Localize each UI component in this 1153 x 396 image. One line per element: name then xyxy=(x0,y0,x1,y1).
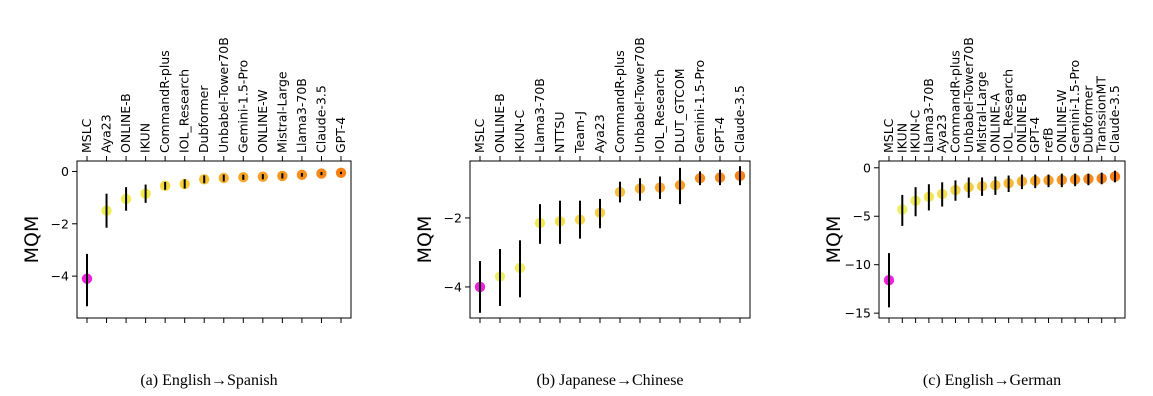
x-tick-label: CommandR-plus xyxy=(612,50,627,153)
y-axis-label: MQM xyxy=(21,216,43,264)
y-axis-label: MQM xyxy=(823,216,845,264)
y-tick-label: −2 xyxy=(444,210,462,225)
x-tick-label: Dubformer xyxy=(196,85,211,153)
y-tick-label: −2 xyxy=(51,216,69,231)
x-tick-label: Unbabel-Tower70B xyxy=(632,37,647,153)
caption: (c) English→German xyxy=(923,372,1061,389)
y-tick-label: −4 xyxy=(51,269,69,284)
x-tick-label: NTTSU xyxy=(552,112,567,154)
x-tick-label: ONLINE-W xyxy=(255,90,270,153)
plot-frame xyxy=(470,161,750,318)
x-tick-label: Gemini-1.5-Pro xyxy=(692,60,707,153)
x-tick-label: Llama3-70B xyxy=(294,78,309,153)
y-tick-label: −4 xyxy=(444,279,462,294)
x-tick-label: Unbabel-Tower70B xyxy=(216,37,231,153)
y-tick-label: 0 xyxy=(863,160,871,175)
y-tick-label: −15 xyxy=(845,306,871,321)
x-tick-label: ONLINE-B xyxy=(492,93,507,153)
x-tick-label: IKUN-C xyxy=(512,109,527,153)
x-tick-label: MSLC xyxy=(79,118,94,153)
x-tick-label: Claude-3.5 xyxy=(313,85,328,153)
chart-panel-3: 0−5−10−15MQMMSLCIKUNIKUN-CLlama3-70BAya2… xyxy=(823,37,1125,389)
x-tick-label: IOL_Research xyxy=(652,69,667,153)
x-tick-label: IKUN xyxy=(138,123,153,153)
y-tick-label: −5 xyxy=(853,209,871,224)
x-tick-label: MSLC xyxy=(472,118,487,153)
caption: (a) English→Spanish xyxy=(140,372,277,389)
caption: (b) Japanese→Chinese xyxy=(536,372,683,389)
x-tick-label: ONLINE-B xyxy=(118,93,133,153)
x-tick-label: Llama3-70B xyxy=(532,78,547,153)
x-tick-label: Claude-3.5 xyxy=(1107,85,1122,153)
x-tick-label: IOL_Research xyxy=(177,69,192,153)
plot-frame xyxy=(77,161,351,318)
chart-panel-2: −2 −4 MQM MSLC ONLINE-B IKUN-C Llama3-70B NTTSU… xyxy=(414,37,750,389)
x-tick-label: Team-J xyxy=(572,111,587,154)
x-tick-label: Aya23 xyxy=(99,114,114,153)
x-tick-label: DLUT_GTCOM xyxy=(672,69,687,154)
y-axis-label: MQM xyxy=(414,216,436,264)
x-tick-label: Gemini-1.5-Pro xyxy=(235,60,250,153)
y-tick-label: 0 xyxy=(61,164,69,179)
x-tick-label: Mistral-Large xyxy=(274,71,289,153)
x-tick-label: GPT-4 xyxy=(712,117,727,153)
x-tick-label: Claude-3.5 xyxy=(732,85,747,153)
chart-panel-1: 0 −2 −4 MQM MSLC Aya23 ONLINE-B IKUN CommandR-pl… xyxy=(21,37,351,389)
x-tick-label: GPT-4 xyxy=(333,117,348,153)
x-tick-label: Aya23 xyxy=(592,114,607,153)
x-tick-label: CommandR-plus xyxy=(157,50,172,153)
y-tick-label: −10 xyxy=(845,257,871,272)
